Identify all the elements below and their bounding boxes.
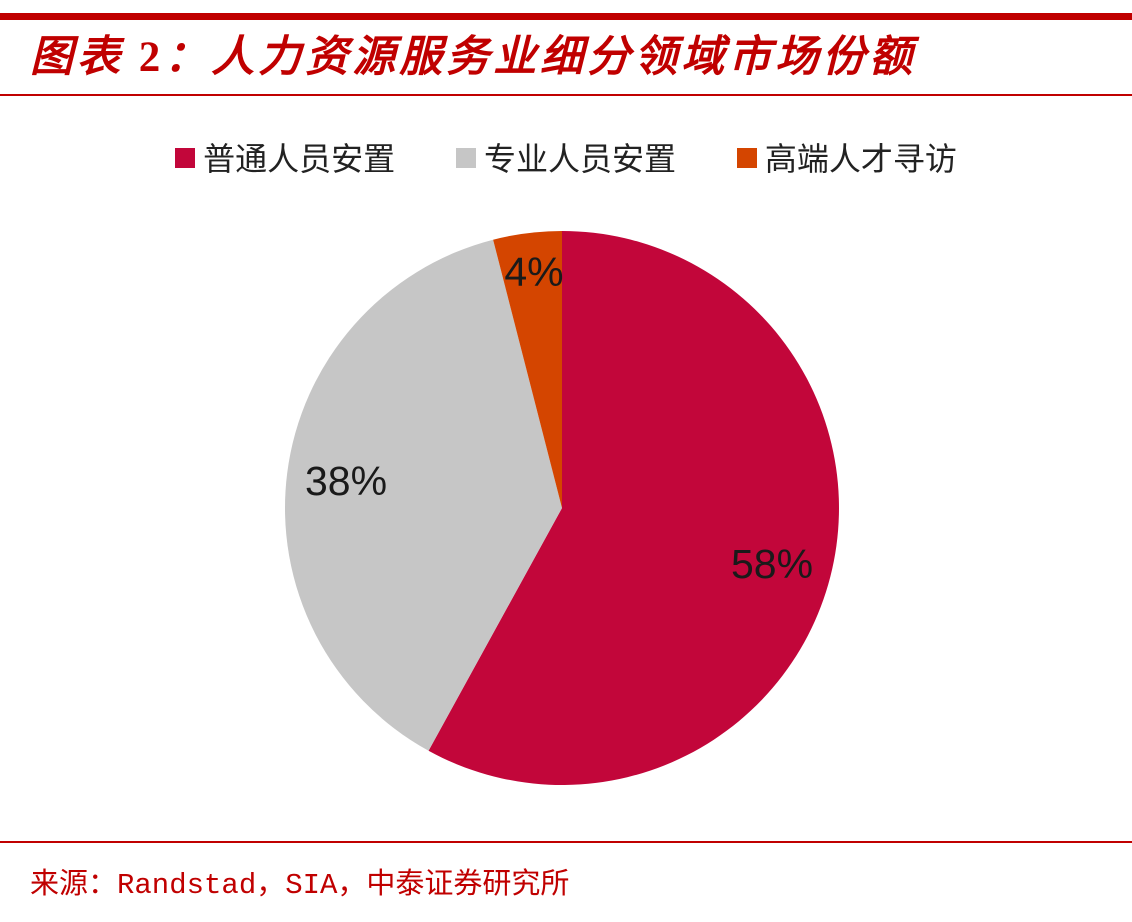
svg-text:38%: 38% <box>305 458 387 504</box>
svg-text:58%: 58% <box>731 541 813 587</box>
svg-text:4%: 4% <box>504 249 563 295</box>
